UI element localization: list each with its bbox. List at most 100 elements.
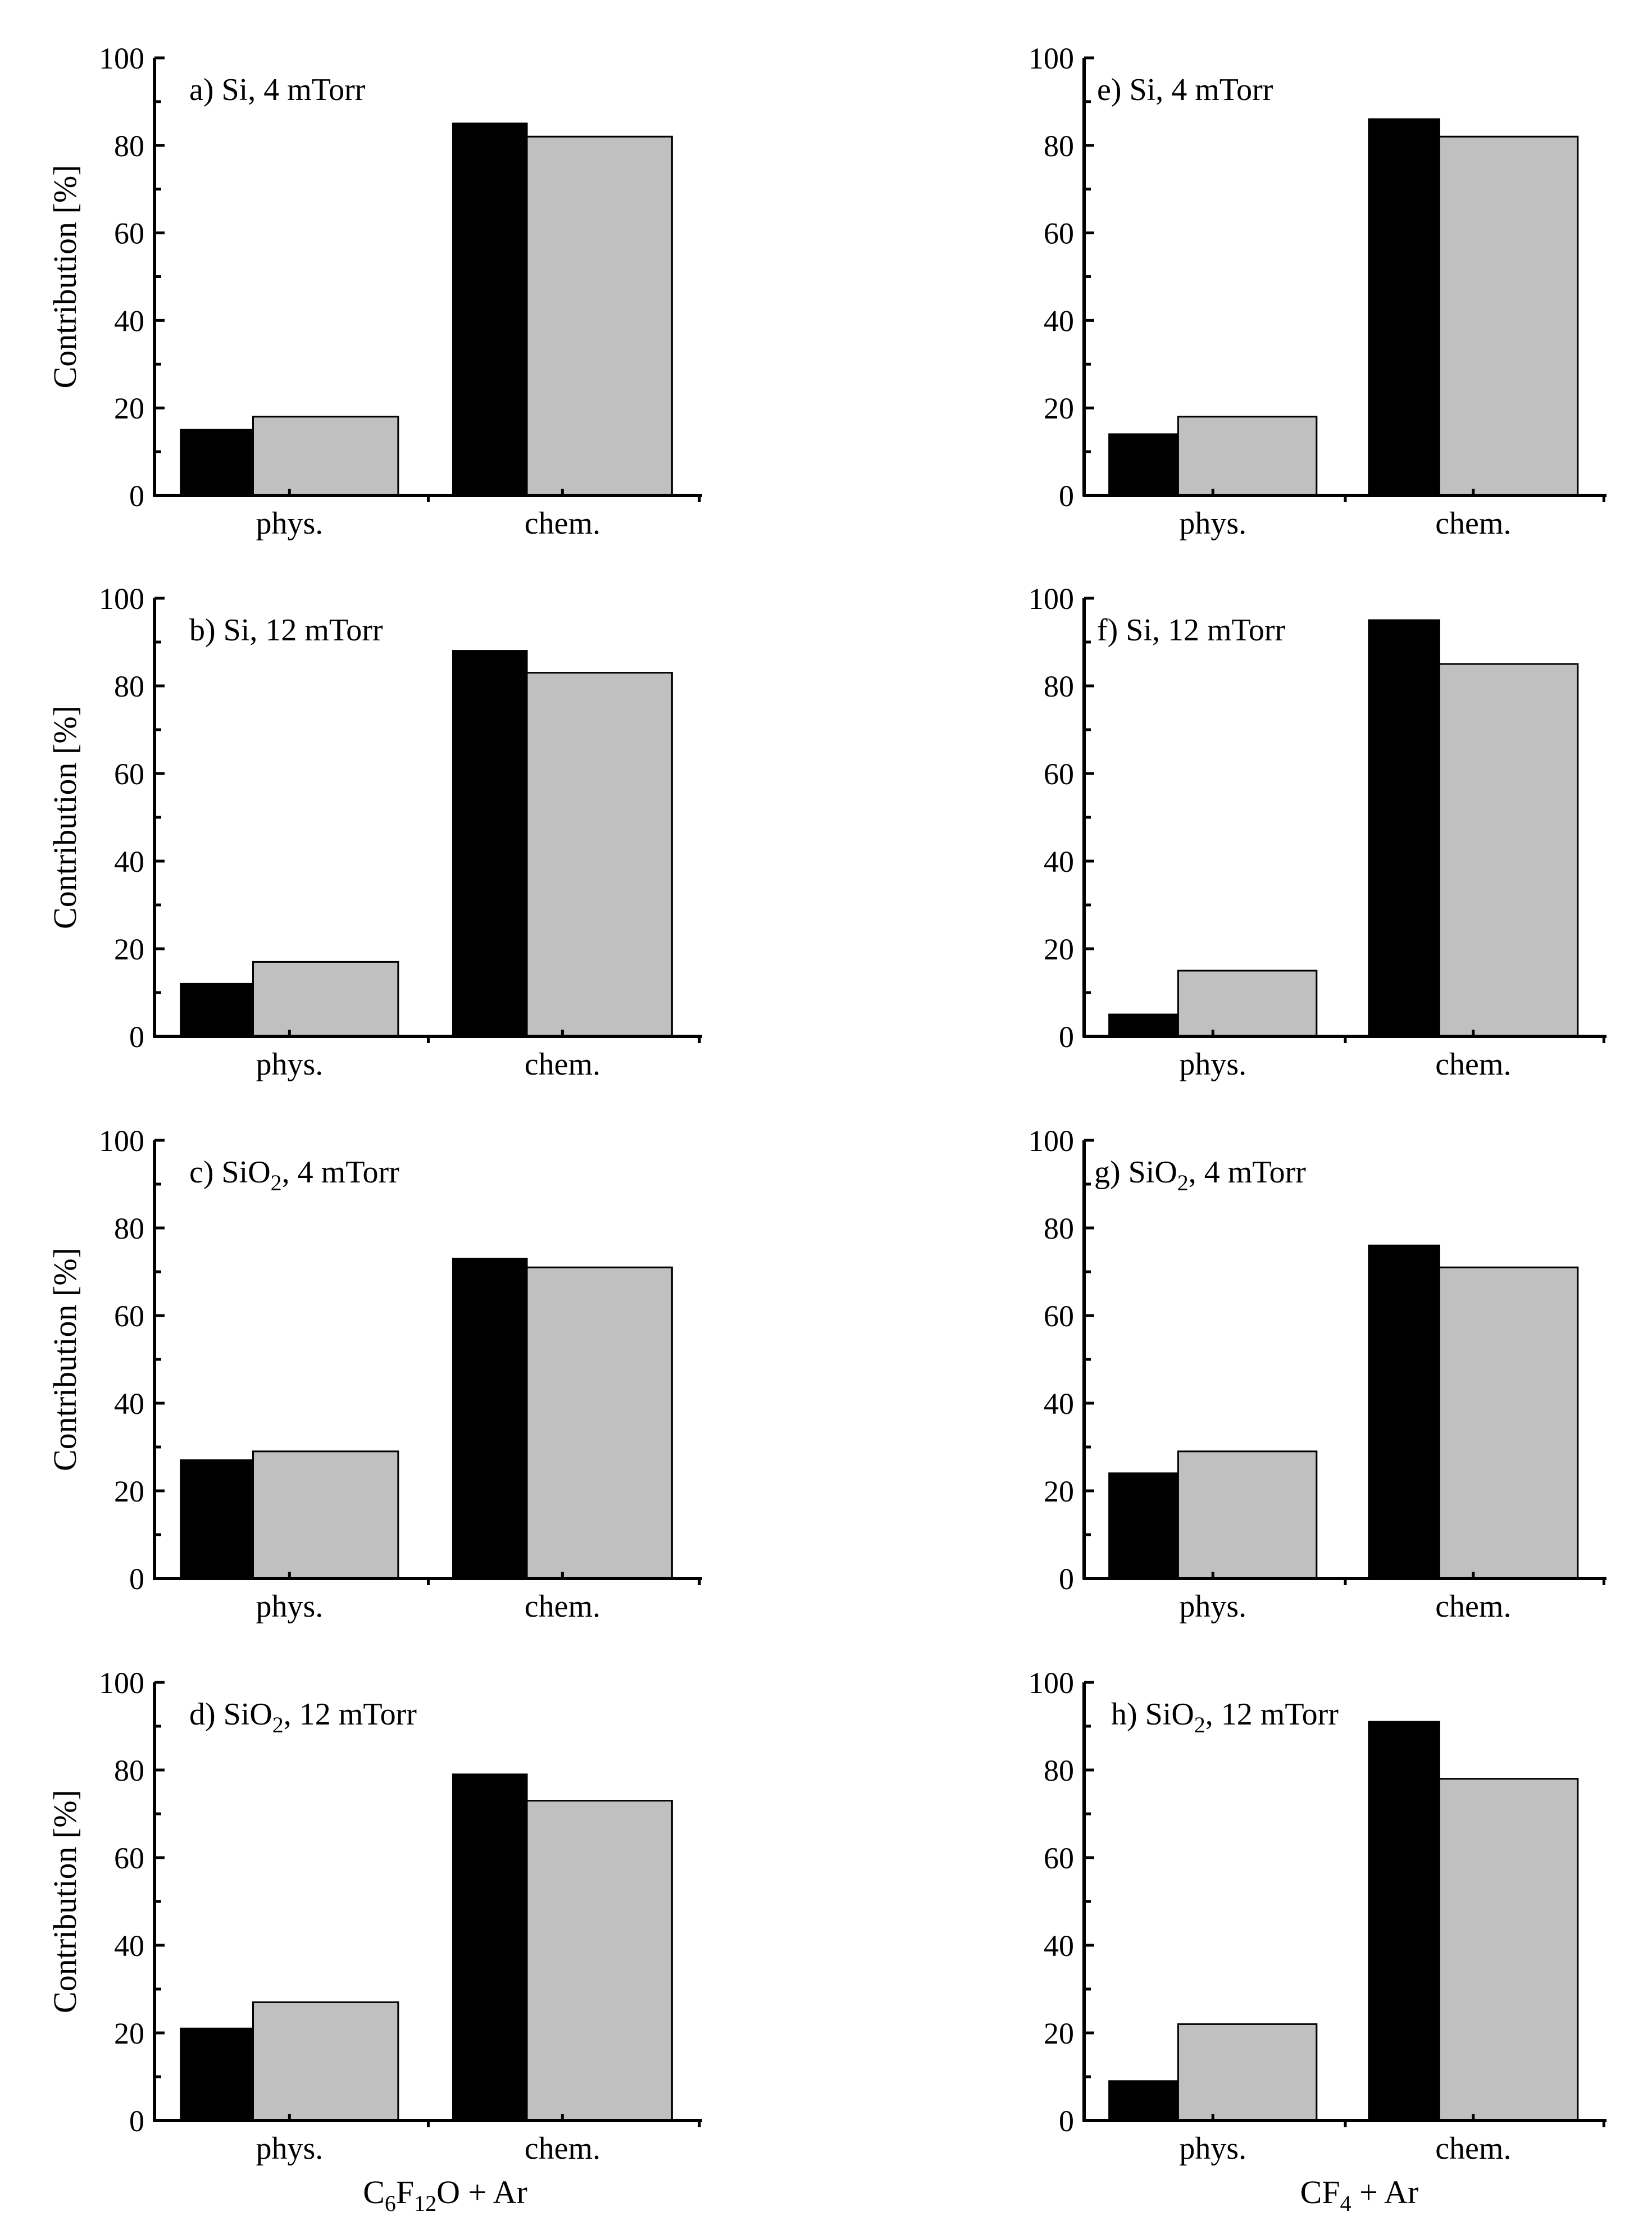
category-label-g-phys: phys. bbox=[1179, 1589, 1246, 1624]
gas-label-cf4-ar: CF4 + Ar bbox=[1300, 2174, 1419, 2216]
y-tick-label: 80 bbox=[114, 670, 144, 703]
y-tick-label: 60 bbox=[1044, 757, 1074, 791]
text-run: e) Si, 4 mTorr bbox=[1097, 72, 1273, 107]
y-tick-label: 60 bbox=[1044, 1841, 1074, 1875]
subscript: 2 bbox=[1177, 1170, 1189, 1195]
gas-label-c6f12o-ar: C6F12O + Ar bbox=[363, 2174, 527, 2216]
category-label-c-phys: phys. bbox=[256, 1589, 323, 1624]
y-tick-label: 0 bbox=[1059, 2104, 1074, 2138]
y-tick-label: 80 bbox=[114, 1212, 144, 1245]
y-axis-label: Contribution [%] bbox=[47, 1248, 83, 1471]
panel-title-e: e) Si, 4 mTorr bbox=[1097, 72, 1273, 107]
y-axis-label: Contribution [%] bbox=[47, 165, 83, 389]
chart-panel-a: phys. chem. 0 20 40 60 80 100 Contribution [%] a)… bbox=[47, 42, 702, 541]
category-label-a-chem: chem. bbox=[525, 506, 600, 541]
category-label-e-chem: chem. bbox=[1435, 506, 1511, 541]
subscript: 2 bbox=[272, 1712, 284, 1737]
subscript: 4 bbox=[1340, 2191, 1351, 2216]
bar-b-phys-black bbox=[180, 982, 254, 1038]
y-axis-label: Contribution [%] bbox=[47, 1790, 83, 2013]
text-run: , 12 mTorr bbox=[284, 1697, 417, 1732]
bar-a-chem-gray bbox=[526, 135, 673, 497]
bar-a-phys-gray bbox=[252, 416, 399, 497]
y-tick-label: 60 bbox=[114, 1299, 144, 1333]
bar-h-phys-gray bbox=[1177, 2023, 1318, 2122]
bar-g-phys-gray bbox=[1177, 1450, 1318, 1580]
panel-title-c: c) SiO2, 4 mTorr bbox=[189, 1155, 399, 1195]
category-label-e-phys: phys. bbox=[1179, 506, 1246, 541]
y-tick-label: 0 bbox=[1059, 479, 1074, 513]
y-tick-label: 40 bbox=[114, 1929, 144, 1963]
bar-c-phys-gray bbox=[252, 1450, 399, 1580]
bar-f-phys-gray bbox=[1177, 970, 1318, 1038]
bar-e-chem-black bbox=[1368, 118, 1440, 497]
subscript: 6 bbox=[385, 2191, 396, 2216]
text-run: f) Si, 12 mTorr bbox=[1097, 613, 1286, 648]
bar-e-chem-gray bbox=[1438, 135, 1579, 497]
category-label-b-phys: phys. bbox=[256, 1047, 323, 1082]
category-label-d-phys: phys. bbox=[256, 2131, 323, 2166]
bar-f-chem-gray bbox=[1438, 663, 1579, 1038]
y-tick-label: 80 bbox=[114, 1754, 144, 1787]
y-tick-label: 60 bbox=[114, 1841, 144, 1875]
y-tick-label: 0 bbox=[1059, 1562, 1074, 1596]
text-run: CF bbox=[1300, 2174, 1340, 2210]
panel-title-a: a) Si, 4 mTorr bbox=[189, 72, 366, 107]
y-tick-label: 60 bbox=[1044, 217, 1074, 251]
bar-f-phys-black bbox=[1108, 1013, 1179, 1038]
text-run: , 4 mTorr bbox=[282, 1155, 400, 1190]
category-label-b-chem: chem. bbox=[525, 1047, 600, 1082]
y-tick-label: 40 bbox=[114, 845, 144, 879]
panel-title-h: h) SiO2, 12 mTorr bbox=[1111, 1697, 1339, 1737]
subscript: 2 bbox=[1194, 1712, 1205, 1737]
y-tick-label: 40 bbox=[114, 304, 144, 338]
chart-panel-g: phys. chem. 0 20 40 60 80 100 g) SiO2, 4 mTorr bbox=[1028, 1124, 1607, 1624]
category-label-h-phys: phys. bbox=[1179, 2131, 1246, 2166]
category-label-c-chem: chem. bbox=[525, 1589, 600, 1624]
y-tick-label: 0 bbox=[129, 2104, 144, 2138]
text-run: + Ar bbox=[1351, 2174, 1419, 2210]
bar-b-phys-gray bbox=[252, 961, 399, 1038]
bar-a-phys-black bbox=[180, 429, 254, 497]
y-tick-label: 60 bbox=[114, 217, 144, 251]
y-tick-label: 40 bbox=[1044, 1387, 1074, 1421]
text-run: a) Si, 4 mTorr bbox=[189, 72, 366, 107]
text-run: d) SiO bbox=[189, 1697, 272, 1732]
subscript: 2 bbox=[271, 1170, 282, 1195]
y-tick-label: 20 bbox=[1044, 2017, 1074, 2050]
text-run: c) SiO bbox=[189, 1155, 271, 1190]
text-run: g) SiO bbox=[1094, 1155, 1177, 1190]
bar-c-chem-gray bbox=[526, 1266, 673, 1580]
bar-d-phys-gray bbox=[252, 2001, 399, 2122]
y-tick-label: 60 bbox=[1044, 1299, 1074, 1333]
bar-h-chem-black bbox=[1368, 1721, 1440, 2122]
bar-g-chem-black bbox=[1368, 1244, 1440, 1580]
bar-h-phys-black bbox=[1108, 2080, 1179, 2122]
chart-panel-b: phys. chem. 0 20 40 60 80 100 Contribution [%] b)… bbox=[47, 582, 702, 1082]
y-tick-label: 100 bbox=[1028, 1124, 1074, 1158]
y-tick-label: 100 bbox=[99, 1666, 144, 1700]
y-tick-label: 40 bbox=[1044, 845, 1074, 879]
panel-title-g: g) SiO2, 4 mTorr bbox=[1094, 1155, 1306, 1195]
text-run: F bbox=[396, 2174, 414, 2210]
y-tick-label: 80 bbox=[1044, 670, 1074, 703]
panel-title-f: f) Si, 12 mTorr bbox=[1097, 613, 1286, 648]
bar-h-chem-gray bbox=[1438, 1778, 1579, 2122]
y-axis-label: Contribution [%] bbox=[47, 706, 83, 929]
y-tick-label: 80 bbox=[1044, 129, 1074, 163]
text-run: O + Ar bbox=[436, 2174, 527, 2210]
y-tick-label: 20 bbox=[114, 1475, 144, 1508]
chart-panel-e: phys. chem. 0 20 40 60 80 100 e) Si, 4 mTorr bbox=[1028, 42, 1607, 541]
y-tick-label: 100 bbox=[1028, 1666, 1074, 1700]
bar-e-phys-gray bbox=[1177, 416, 1318, 497]
bar-f-chem-black bbox=[1368, 619, 1440, 1038]
panel-title-d: d) SiO2, 12 mTorr bbox=[189, 1697, 417, 1737]
y-tick-label: 0 bbox=[129, 479, 144, 513]
bar-a-chem-black bbox=[452, 122, 528, 497]
y-tick-label: 80 bbox=[1044, 1754, 1074, 1787]
bar-d-chem-black bbox=[452, 1773, 528, 2122]
bar-e-phys-black bbox=[1108, 433, 1179, 497]
chart-panel-c: phys. chem. 0 20 40 60 80 100 Contribution [%] c)… bbox=[47, 1124, 702, 1624]
y-tick-label: 40 bbox=[1044, 1929, 1074, 1963]
